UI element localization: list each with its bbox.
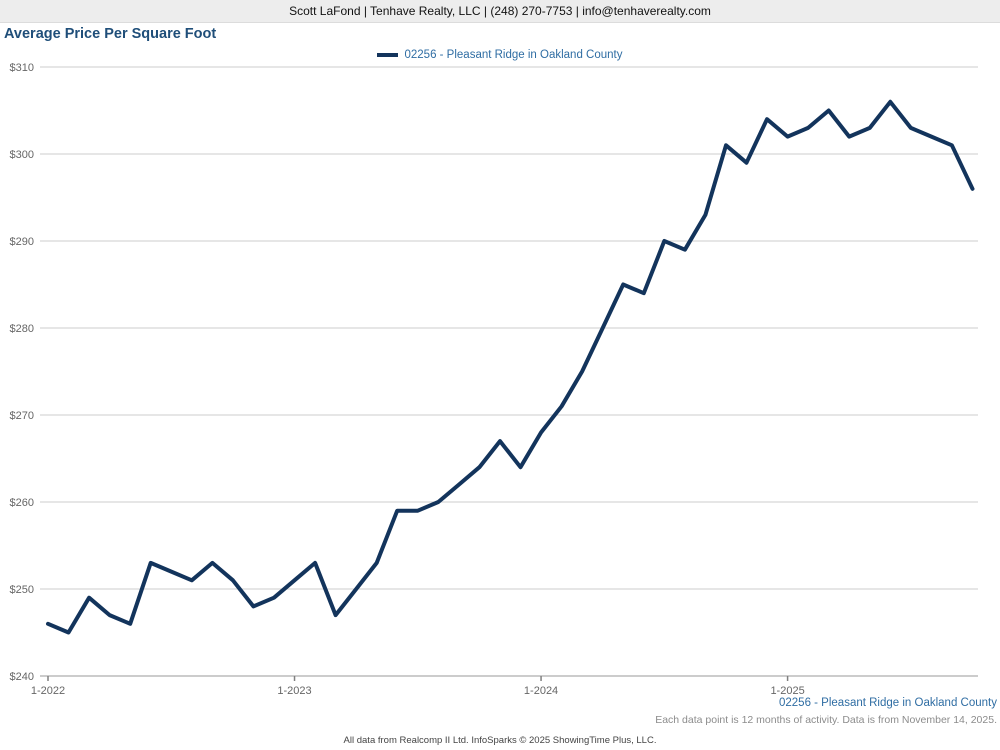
x-tick-label: 1-2025 (770, 685, 804, 697)
y-tick-label: $270 (10, 410, 34, 422)
chart-legend: 02256 - Pleasant Ridge in Oakland County (0, 47, 1000, 63)
footer-data-note: Each data point is 12 months of activity… (655, 714, 997, 726)
y-tick-label: $280 (10, 323, 34, 335)
y-tick-label: $250 (10, 584, 34, 596)
price-line-series (46, 99, 975, 635)
x-tick-label: 1-2023 (277, 685, 311, 697)
y-tick-label: $260 (10, 497, 34, 509)
footer-credit-line: All data from Realcomp II Ltd. InfoSpark… (343, 735, 657, 746)
y-tick-label: $240 (10, 671, 34, 683)
y-tick-label: $300 (10, 149, 34, 161)
header-bar: Scott LaFond | Tenhave Realty, LLC | (24… (0, 0, 1000, 23)
y-tick-label: $290 (10, 236, 34, 248)
legend-series-label: 02256 - Pleasant Ridge in Oakland County (404, 49, 623, 61)
y-tick-label: $310 (10, 62, 34, 74)
footer-series-label: 02256 - Pleasant Ridge in Oakland County (778, 697, 997, 709)
agent-contact-line: Scott LaFond | Tenhave Realty, LLC | (24… (289, 4, 711, 18)
chart-title: Average Price Per Square Foot (4, 26, 217, 42)
x-tick-label: 1-2024 (524, 685, 558, 697)
legend-line-swatch (377, 53, 399, 57)
x-tick-label: 1-2022 (31, 685, 65, 697)
